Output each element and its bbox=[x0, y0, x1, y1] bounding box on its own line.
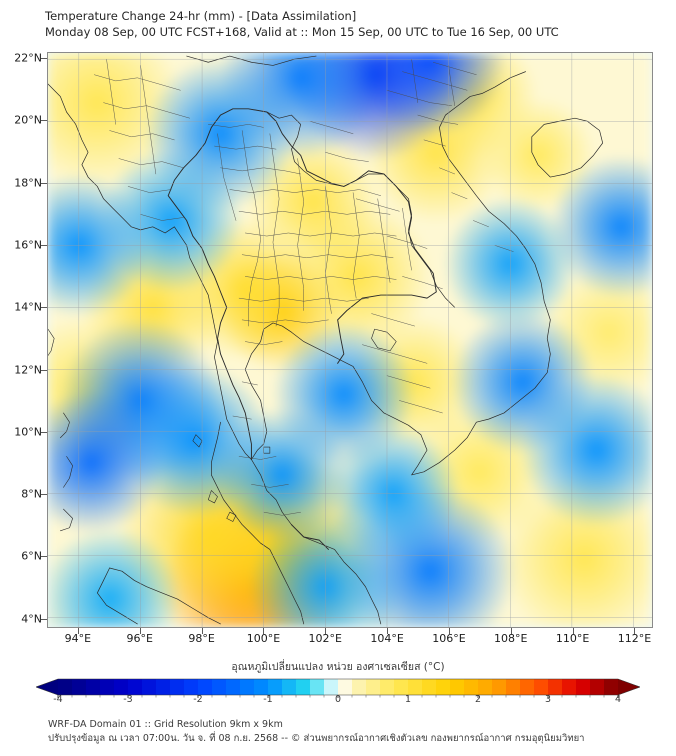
y-axis-tick-label: 20°N bbox=[14, 113, 42, 127]
temperature-anomaly-field bbox=[48, 53, 652, 627]
y-axis-tick-mark bbox=[41, 618, 47, 620]
x-axis-tick-label: 102°E bbox=[308, 632, 342, 645]
x-axis-tick-mark bbox=[387, 628, 389, 634]
x-axis-tick-mark bbox=[448, 628, 450, 634]
x-axis-tick-mark bbox=[77, 628, 79, 634]
y-axis-tick-mark bbox=[41, 245, 47, 247]
y-axis-tick-label: 6°N bbox=[21, 549, 42, 563]
x-axis-tick-mark bbox=[572, 628, 574, 634]
x-axis-tick-mark bbox=[510, 628, 512, 634]
x-axis-tick-label: 96°E bbox=[126, 632, 153, 645]
y-axis-tick-mark bbox=[41, 120, 47, 122]
x-axis-tick-mark bbox=[325, 628, 327, 634]
y-axis-tick-mark bbox=[41, 58, 47, 60]
colorbar-tick-label: -3 bbox=[123, 694, 133, 705]
y-axis-tick-label: 14°N bbox=[14, 300, 42, 314]
chart-title-block: Temperature Change 24-hr (mm) - [Data As… bbox=[45, 8, 559, 40]
colorbar-tick-label: -4 bbox=[53, 694, 63, 705]
colorbar-tick-label: 0 bbox=[334, 694, 342, 705]
x-axis-tick-mark bbox=[634, 628, 636, 634]
map-canvas[interactable] bbox=[47, 52, 653, 628]
y-axis-tick-mark bbox=[41, 556, 47, 558]
page-title: Temperature Change 24-hr (mm) - [Data As… bbox=[45, 9, 357, 23]
colorbar-tick-label: 3 bbox=[544, 694, 552, 705]
colorbar-title: อุณหภูมิเปลี่ยนแปลง หน่วย องศาเซลเซียส (… bbox=[231, 661, 445, 673]
x-axis-tick-label: 104°E bbox=[370, 632, 404, 645]
y-axis-tick-label: 8°N bbox=[21, 487, 42, 501]
x-axis-tick-label: 98°E bbox=[188, 632, 215, 645]
x-axis-tick-label: 110°E bbox=[555, 632, 590, 645]
colorbar-tick-label: -2 bbox=[193, 694, 203, 705]
lat-lon-gridlines bbox=[48, 53, 652, 627]
colorbar-tick-label: 2 bbox=[474, 694, 482, 705]
x-axis-tick-label: 100°E bbox=[246, 632, 281, 645]
y-axis-tick-mark bbox=[41, 494, 47, 496]
colorbar-gradient bbox=[36, 678, 640, 698]
y-axis-tick-label: 10°N bbox=[14, 425, 42, 439]
x-axis-tick-mark bbox=[263, 628, 265, 634]
x-axis-tick-label: 112°E bbox=[617, 632, 652, 645]
colorbar-tick-label: 1 bbox=[404, 694, 412, 705]
colorbar: อุณหภูมิเปลี่ยนแปลง หน่วย องศาเซลเซียส (… bbox=[0, 660, 676, 712]
y-axis-tick-mark bbox=[41, 369, 47, 371]
x-axis-tick-mark bbox=[139, 628, 141, 634]
y-axis-tick-label: 16°N bbox=[14, 238, 42, 252]
x-axis-tick-label: 106°E bbox=[432, 632, 466, 645]
data-source-credit: ปรับปรุงข้อมูล ณ เวลา 07:00น. วัน จ. ที่… bbox=[48, 733, 585, 744]
x-axis-tick-mark bbox=[201, 628, 203, 634]
y-axis-tick-label: 4°N bbox=[21, 612, 42, 626]
y-axis-tick-mark bbox=[41, 307, 47, 309]
y-axis-tick-label: 12°N bbox=[14, 363, 42, 377]
y-axis-tick-mark bbox=[41, 182, 47, 184]
y-axis-tick-label: 18°N bbox=[14, 176, 42, 190]
colorbar-tick-label: -1 bbox=[263, 694, 273, 705]
y-axis-tick-mark bbox=[41, 431, 47, 433]
footer-block: WRF-DA Domain 01 :: Grid Resolution 9km … bbox=[48, 718, 585, 746]
x-axis-tick-label: 94°E bbox=[64, 632, 92, 645]
forecast-valid-subtitle: Monday 08 Sep, 00 UTC FCST+168, Valid at… bbox=[45, 25, 559, 39]
colorbar-tick-label: 4 bbox=[614, 694, 622, 705]
model-domain-info: WRF-DA Domain 01 :: Grid Resolution 9km … bbox=[48, 719, 283, 730]
x-axis-tick-label: 108°E bbox=[494, 632, 528, 645]
y-axis-tick-label: 22°N bbox=[14, 51, 42, 65]
